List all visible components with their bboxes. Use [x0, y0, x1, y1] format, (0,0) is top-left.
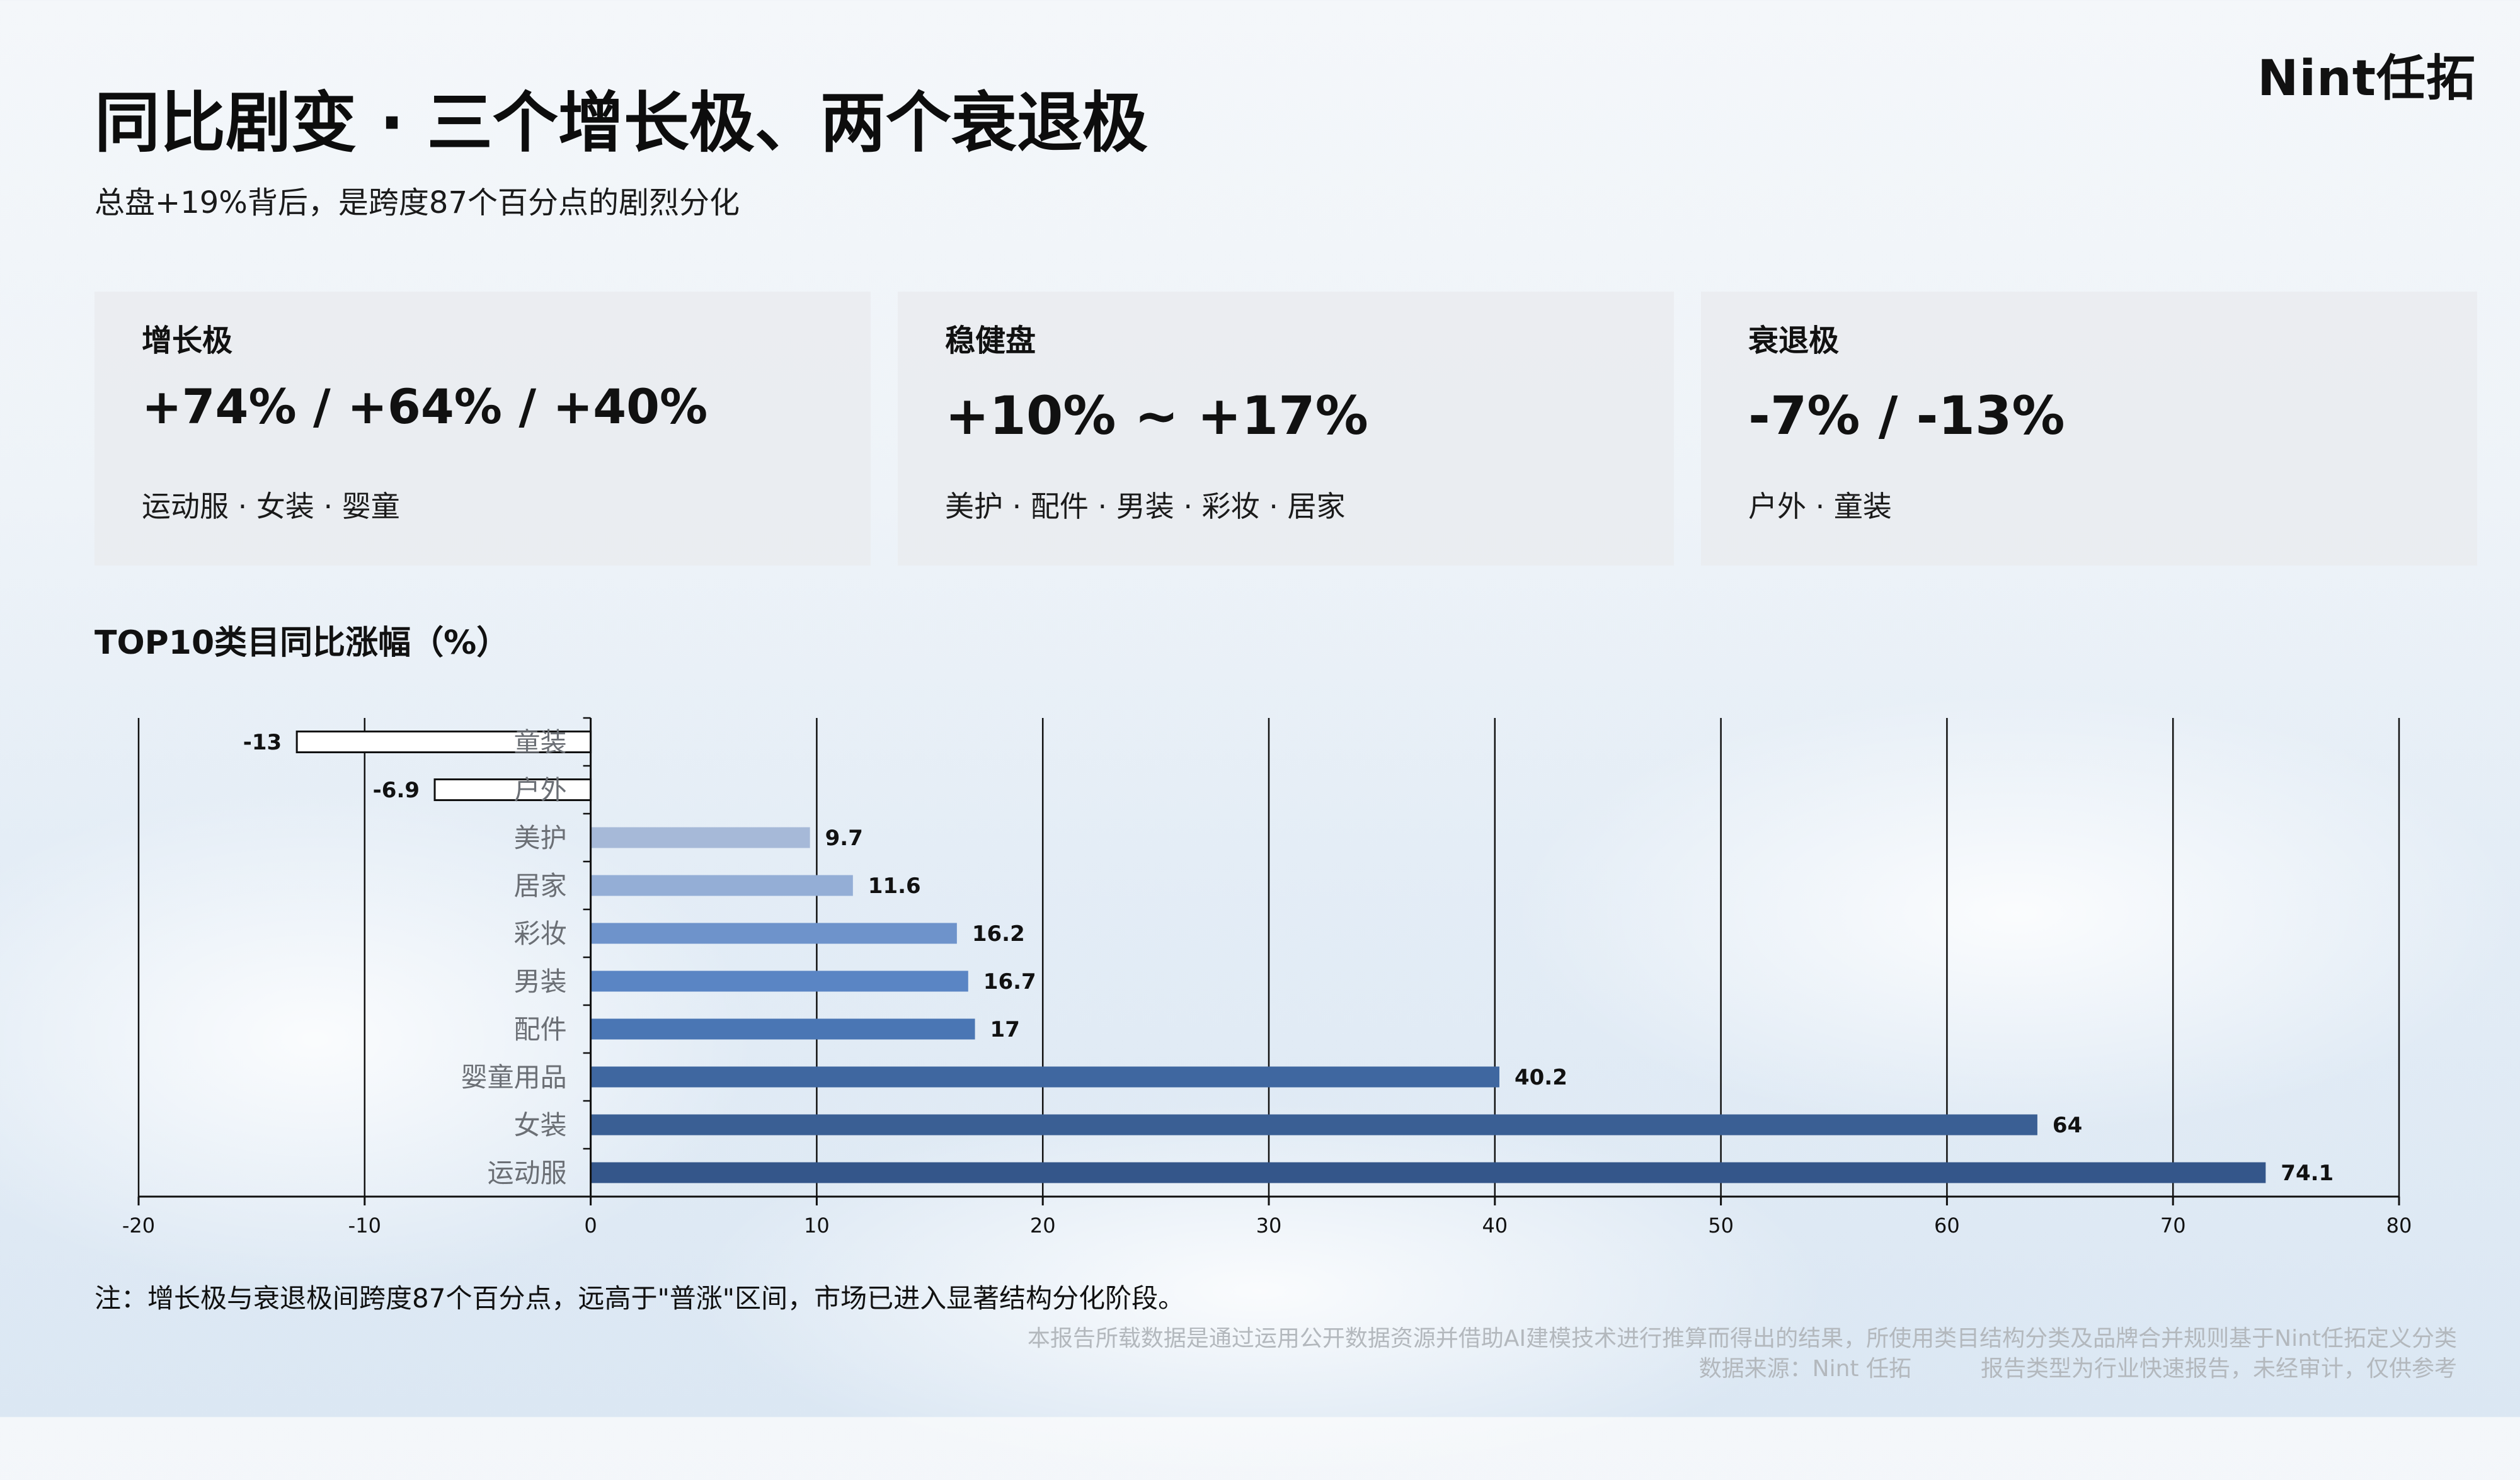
data-label: 64 [2053, 1113, 2082, 1138]
data-label: -13 [243, 730, 282, 755]
data-label: 16.2 [972, 921, 1025, 947]
report-type: 报告类型为行业快速报告，未经审计，仅供参考 [1980, 1356, 2457, 1382]
category-label: 美护 [514, 823, 567, 853]
card-label: 稳健盘 [945, 323, 1036, 358]
category-label: 男装 [514, 966, 567, 997]
category-label: 居家 [514, 870, 567, 901]
bar [590, 827, 810, 848]
data-label: 11.6 [868, 874, 921, 899]
x-tick-label: 70 [2160, 1214, 2186, 1238]
x-tick-label: 10 [804, 1214, 830, 1238]
card-value: -7% / -13% [1748, 385, 2065, 447]
card-decline: 衰退极 -7% / -13% 户外 · 童装 [1701, 292, 2477, 566]
bar [590, 1018, 975, 1040]
data-label: -6.9 [373, 778, 420, 803]
category-label: 户外 [514, 775, 567, 805]
disclaimer-row: 数据来源：Nint 任拓 报告类型为行业快速报告，未经审计，仅供参考 [1028, 1354, 2457, 1384]
footnote: 注：增长极与衰退极间跨度87个百分点，远高于"普涨"区间，市场已进入显著结构分化… [94, 1283, 1185, 1314]
bar [590, 1162, 2266, 1183]
data-label: 74.1 [2281, 1161, 2334, 1186]
x-tick-label: 80 [2386, 1214, 2412, 1238]
data-label: 40.2 [1515, 1065, 1567, 1090]
x-tick-label: 50 [1708, 1214, 1734, 1238]
category-label: 配件 [514, 1014, 567, 1045]
x-tick-label: 60 [1934, 1214, 1960, 1238]
card-label: 衰退极 [1748, 323, 1840, 358]
card-stable: 稳健盘 +10% ~ +17% 美护 · 配件 · 男装 · 彩妆 · 居家 [898, 292, 1674, 566]
x-tick-label: -10 [348, 1214, 381, 1238]
chart-title: TOP10类目同比涨幅（%） [94, 624, 510, 662]
category-label: 婴童用品 [461, 1062, 567, 1093]
card-value: +74% / +64% / +40% [142, 379, 708, 435]
category-label: 女装 [514, 1110, 567, 1141]
card-growth: 增长极 +74% / +64% / +40% 运动服 · 女装 · 婴童 [94, 292, 871, 566]
card-label: 增长极 [142, 323, 233, 358]
card-items: 运动服 · 女装 · 婴童 [142, 489, 400, 523]
disclaimer: 本报告所载数据是通过运用公开数据资源并借助AI建模技术进行推算而得出的结果，所使… [1028, 1324, 2457, 1384]
disclaimer-line: 本报告所载数据是通过运用公开数据资源并借助AI建模技术进行推算而得出的结果，所使… [1027, 1326, 2457, 1352]
card-items: 美护 · 配件 · 男装 · 彩妆 · 居家 [945, 489, 1346, 523]
category-label: 童装 [514, 727, 567, 758]
x-tick-label: 40 [1482, 1214, 1508, 1238]
bar-chart: -20 -10 0 10 20 30 40 50 60 70 80 童装 -13 户外 -6.9 美护 9.7 居… [122, 717, 2412, 1238]
x-tick-label: 0 [584, 1214, 597, 1238]
bar [590, 971, 968, 992]
card-value: +10% ~ +17% [945, 385, 1368, 447]
bar [590, 875, 853, 896]
card-items: 户外 · 童装 [1748, 489, 1892, 523]
x-tick-label: -20 [122, 1214, 155, 1238]
bar [590, 1066, 1499, 1088]
bar [295, 731, 592, 753]
bar [590, 1114, 2037, 1136]
bar [433, 778, 592, 801]
page-subtitle: 总盘+19%背后，是跨度87个百分点的剧烈分化 [94, 185, 740, 220]
data-label: 9.7 [825, 826, 863, 851]
x-tick-label: 20 [1030, 1214, 1056, 1238]
brand-logo: Nint任拓 [2257, 50, 2476, 107]
x-tick-label: 30 [1256, 1214, 1282, 1238]
data-source: 数据来源：Nint 任拓 [1698, 1356, 1911, 1382]
page-title: 同比剧变 · 三个增长极、两个衰退极 [94, 84, 1148, 161]
category-label: 彩妆 [514, 918, 567, 949]
category-label: 运动服 [488, 1158, 567, 1188]
bar [590, 923, 957, 944]
summary-cards: 增长极 +74% / +64% / +40% 运动服 · 女装 · 婴童 稳健盘… [94, 292, 2477, 566]
data-label: 17 [990, 1017, 1020, 1042]
data-label: 16.7 [983, 969, 1036, 994]
